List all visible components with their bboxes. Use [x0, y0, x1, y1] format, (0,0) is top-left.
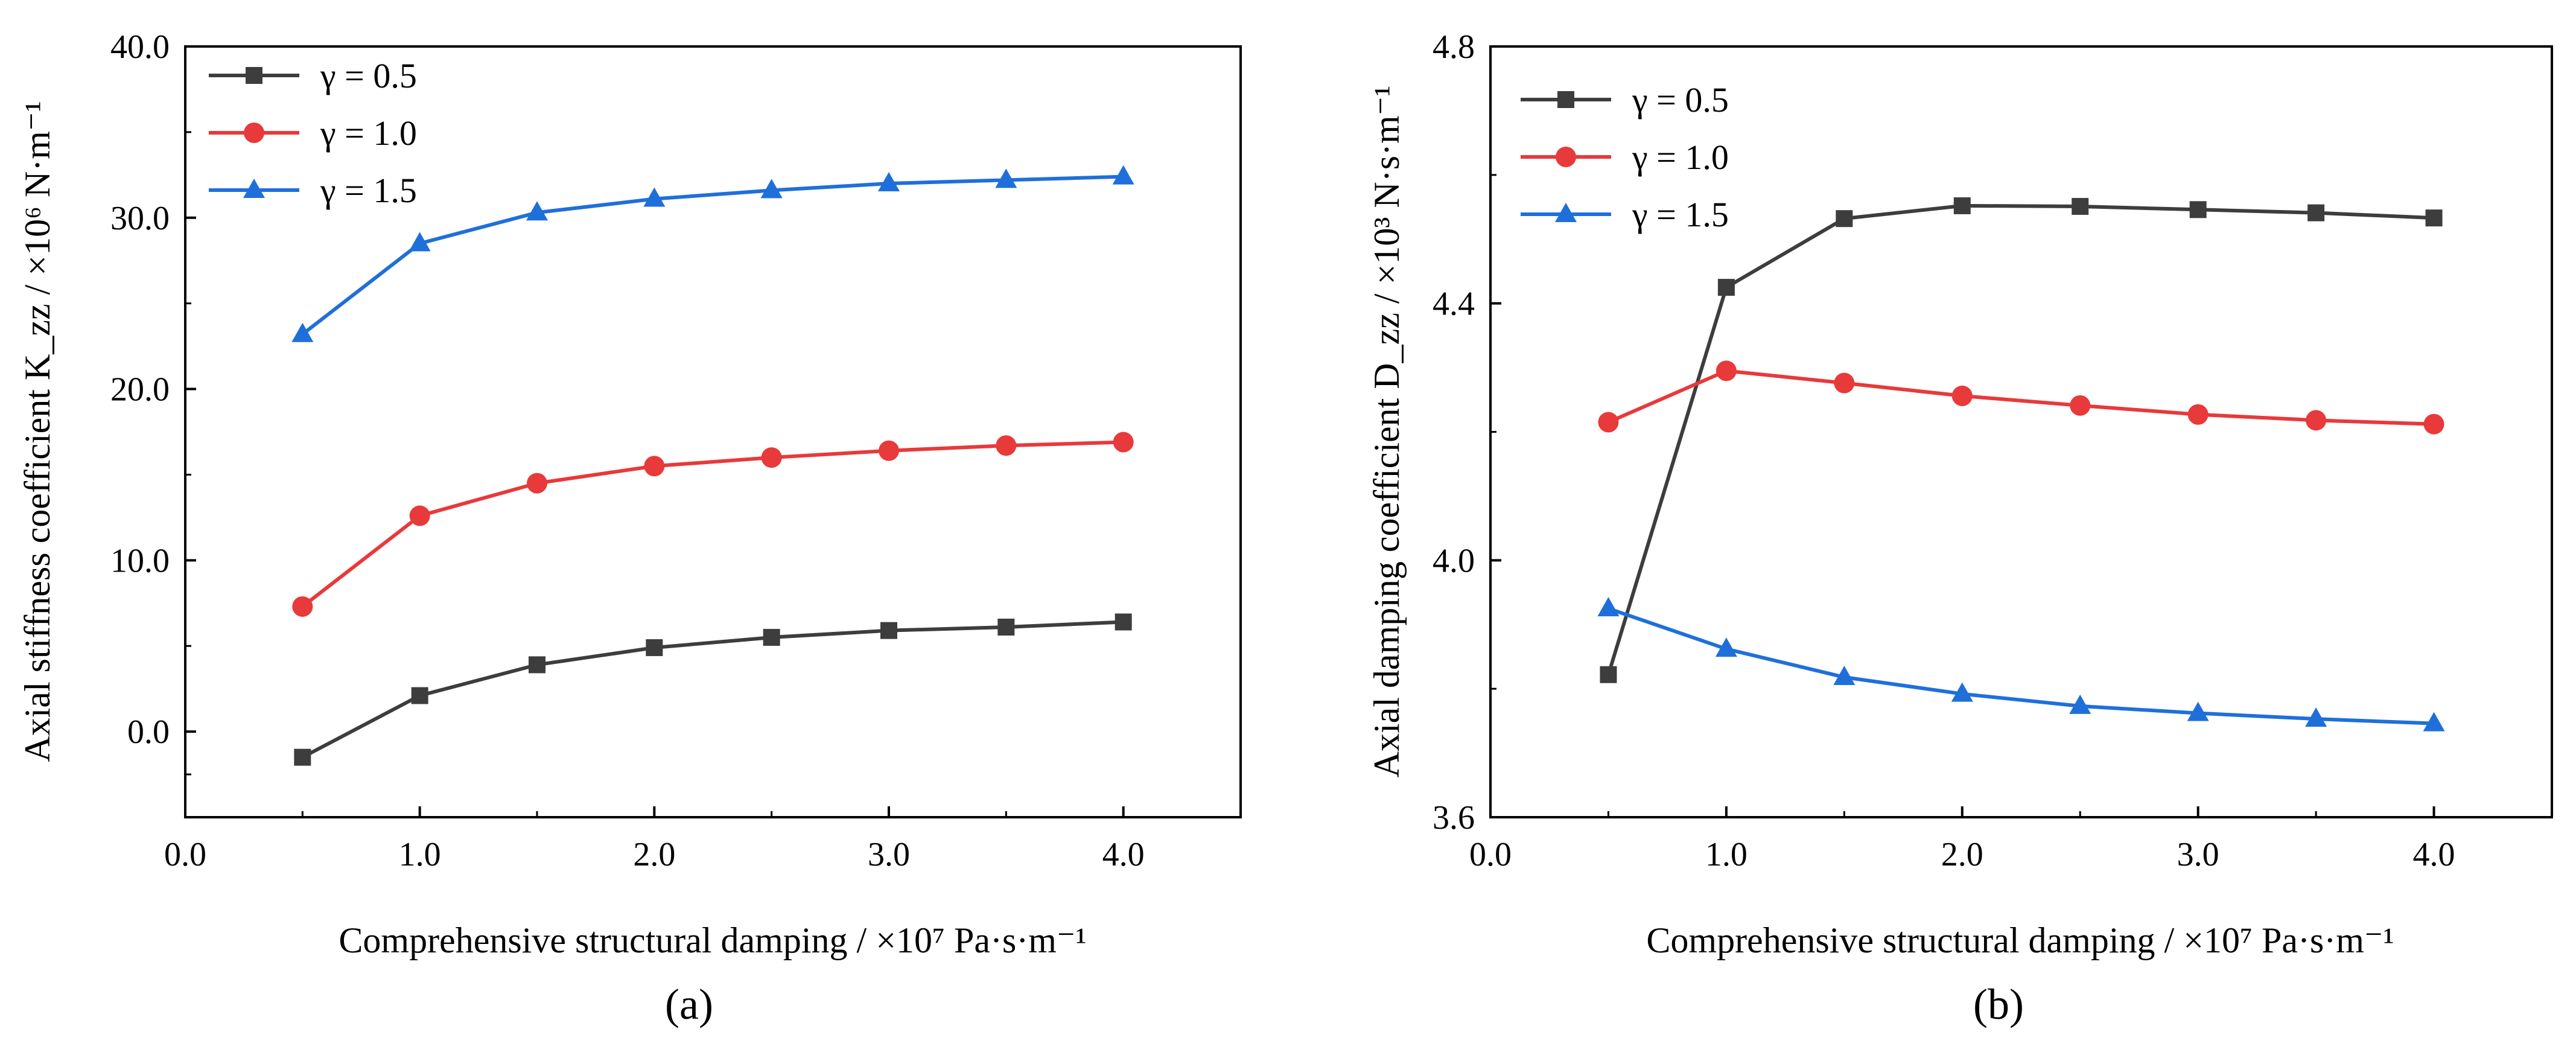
data-point-2-7: [1112, 165, 1134, 185]
data-point-1-7: [2423, 413, 2444, 435]
data-point-0-7: [2425, 209, 2443, 227]
data-point-0-2: [1836, 210, 1853, 228]
x-tick-label: 4.0: [2413, 836, 2455, 873]
series-line-0: [301, 620, 1124, 759]
y-tick-label: 4.8: [1433, 28, 1475, 66]
data-point-0-6: [2307, 204, 2325, 222]
plot-frame: [184, 45, 1242, 818]
data-point-1-1: [1716, 360, 1737, 381]
data-point-2-6: [2305, 707, 2327, 727]
series-line-1: [301, 440, 1124, 608]
y-tick-label: 40.0: [110, 28, 170, 66]
data-point-0-2: [529, 656, 545, 674]
data-point-2-0: [291, 322, 314, 342]
panel-b-chart: 0.0 1.0 2.0 3.0 4.0 3.6 4.0 4.4 4.8 Comprehensive…: [1367, 28, 2553, 960]
data-point-1-3: [1951, 385, 1973, 406]
data-point-0-5: [2189, 201, 2207, 218]
data-point-0-3: [1953, 197, 1971, 214]
legend-label: γ = 1.5: [320, 171, 417, 210]
legend-label: γ = 0.5: [1632, 80, 1729, 120]
legend-label: γ = 1.5: [1632, 195, 1729, 234]
x-axis-title: Comprehensive structural damping / ×10⁷ …: [1646, 920, 2394, 960]
x-axis-title: Comprehensive structural damping / ×10⁷ …: [339, 920, 1086, 960]
data-point-2-4: [2069, 694, 2091, 714]
legend-marker: [243, 179, 265, 198]
y-axis-title: Axial damping coefficient D_zz / ×10³ N·…: [1367, 86, 1407, 778]
x-tick-label: 2.0: [1941, 836, 1983, 873]
data-point-2-1: [409, 232, 431, 252]
y-tick-label: 4.0: [1433, 542, 1475, 579]
x-tick-label: 1.0: [399, 836, 441, 873]
data-point-1-0: [292, 596, 313, 617]
panel-a-chart: 0.0 1.0 2.0 3.0 4.0 0.0 10.0 20.0 30.0 40.0 Compre…: [17, 28, 1242, 960]
data-point-2-0: [1597, 597, 1620, 617]
legend-label: γ = 1.0: [320, 113, 417, 153]
data-point-2-2: [1833, 666, 1856, 686]
legend-label: γ = 1.0: [1632, 138, 1729, 177]
data-point-0-0: [294, 748, 311, 766]
data-point-1-4: [2070, 395, 2091, 416]
data-point-1-2: [1834, 372, 1855, 394]
x-tick-label: 0.0: [164, 836, 206, 873]
data-point-0-1: [1717, 279, 1735, 296]
y-axis-title: Axial stiffness coefficient K_zz / ×10⁶ …: [17, 101, 57, 762]
x-tick-label: 4.0: [1102, 836, 1145, 873]
legend-marker: [1557, 91, 1574, 108]
x-tick-label: 3.0: [2177, 836, 2219, 873]
legend-marker: [244, 123, 264, 143]
data-point-2-1: [1715, 637, 1737, 657]
legend-label: γ = 0.5: [320, 56, 417, 95]
data-point-0-7: [1115, 613, 1132, 631]
data-point-2-3: [643, 187, 666, 207]
data-point-1-3: [644, 456, 665, 477]
data-point-2-6: [995, 168, 1017, 188]
series-line-1: [1608, 369, 2434, 426]
y-tick-label: 4.4: [1433, 285, 1475, 323]
y-tick-label: 0.0: [127, 713, 170, 751]
y-tick-label: 30.0: [110, 200, 170, 237]
x-tick-label: 0.0: [1469, 836, 1512, 873]
data-point-0-4: [763, 629, 780, 646]
data-point-0-3: [646, 639, 663, 657]
data-point-1-5: [879, 440, 899, 461]
data-point-2-7: [2423, 712, 2445, 732]
data-point-1-6: [2306, 410, 2327, 431]
data-point-1-7: [1113, 432, 1134, 453]
data-point-2-5: [878, 172, 900, 192]
data-point-0-0: [1600, 666, 1617, 683]
data-point-1-4: [761, 447, 782, 468]
y-tick-label: 3.6: [1433, 799, 1475, 837]
legend-marker: [1556, 147, 1576, 167]
data-point-0-4: [2072, 197, 2089, 215]
x-tick-label: 1.0: [1705, 836, 1748, 873]
data-point-0-6: [997, 619, 1015, 636]
x-tick-label: 2.0: [633, 836, 675, 873]
legend-marker: [246, 67, 262, 84]
data-point-2-2: [526, 201, 548, 221]
caption-b: (b): [1973, 980, 2024, 1028]
series-line-0: [1606, 203, 2434, 675]
data-point-2-4: [760, 179, 783, 199]
data-point-2-3: [1951, 682, 1973, 702]
data-point-1-1: [409, 505, 430, 526]
series-line-2: [1608, 607, 2434, 725]
data-point-1-0: [1598, 412, 1619, 433]
data-point-1-2: [527, 473, 547, 494]
data-point-0-5: [880, 622, 897, 639]
data-point-1-6: [996, 435, 1017, 456]
y-tick-label: 20.0: [110, 371, 170, 409]
series-line-2: [301, 174, 1124, 336]
caption-a: (a): [665, 980, 713, 1028]
y-tick-label: 10.0: [110, 542, 170, 579]
x-tick-label: 3.0: [868, 836, 910, 873]
data-point-2-5: [2187, 701, 2209, 721]
legend-marker: [1555, 203, 1577, 222]
data-point-0-1: [411, 687, 428, 704]
data-point-1-5: [2187, 404, 2209, 425]
